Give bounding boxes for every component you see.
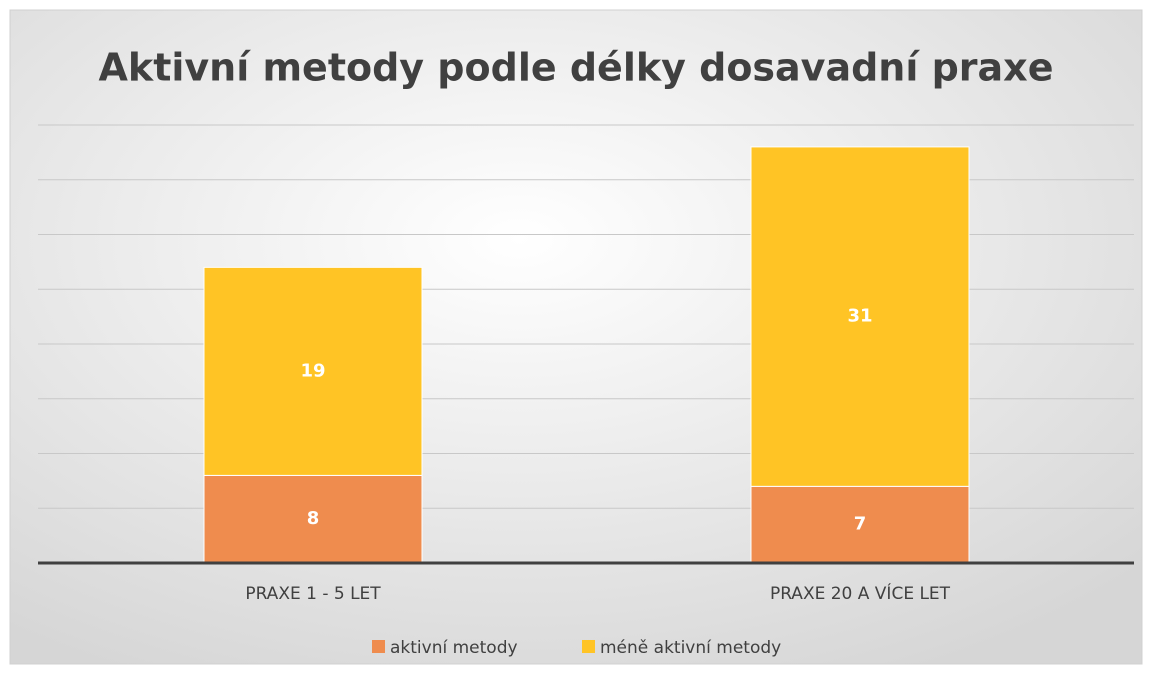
data-label: 19 xyxy=(300,360,325,381)
chart-title: Aktivní metody podle délky dosavadní pra… xyxy=(99,46,1054,90)
x-tick-label: PRAXE 20 A VÍCE LET xyxy=(770,582,951,604)
legend-label: aktivní metody xyxy=(390,638,518,658)
bar-segment xyxy=(203,474,423,564)
bar-segment xyxy=(750,146,970,487)
x-tick-label: PRAXE 1 - 5 LET xyxy=(245,584,381,604)
legend-label: méně aktivní metody xyxy=(600,638,781,658)
legend-swatch xyxy=(372,640,385,653)
bar-segment xyxy=(203,266,423,476)
data-label: 31 xyxy=(847,306,872,327)
legend-swatch xyxy=(582,640,595,653)
data-label: 7 xyxy=(854,514,867,535)
data-label: 8 xyxy=(307,508,320,529)
chart-background xyxy=(9,9,1143,665)
